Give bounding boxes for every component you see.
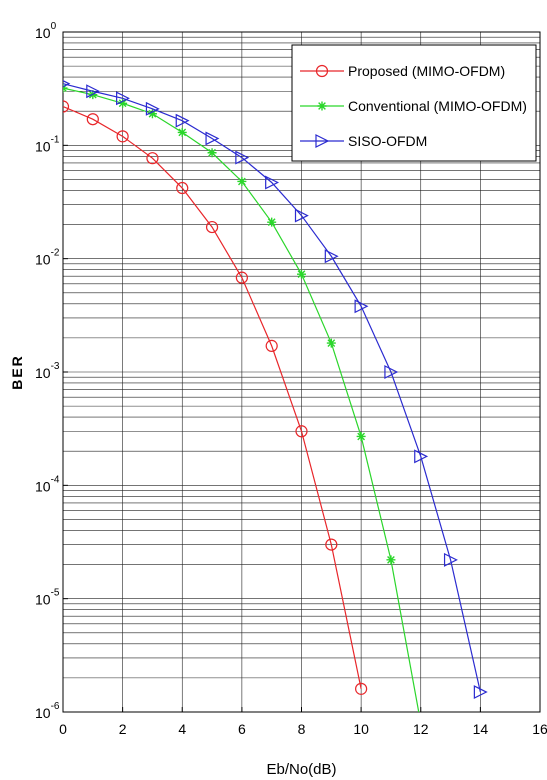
marker-triangle (315, 134, 330, 148)
marker-circle (325, 538, 338, 551)
marker-asterisk (267, 217, 277, 227)
legend-label: Conventional (MIMO-OFDM) (348, 98, 527, 114)
series-group (63, 80, 488, 712)
marker-circle (205, 220, 219, 234)
y-axis-label: BER (9, 354, 25, 390)
x-tick-label: 14 (473, 721, 489, 737)
marker-circle (295, 425, 308, 438)
marker-triangle (145, 101, 160, 116)
series-0 (63, 100, 368, 695)
marker-circle (116, 130, 129, 143)
x-tick-label: 8 (298, 721, 306, 737)
marker-triangle (86, 84, 101, 99)
marker-triangle (443, 552, 458, 567)
marker-triangle (265, 175, 280, 190)
y-tick-label: 10-2 (35, 248, 60, 268)
marker-circle (265, 339, 278, 352)
x-tick-label: 0 (59, 721, 67, 737)
marker-triangle (235, 150, 250, 165)
y-tick-label: 10-1 (35, 134, 60, 154)
marker-circle (355, 682, 368, 695)
marker-asterisk (297, 269, 306, 279)
y-tick-label: 100 (35, 21, 57, 41)
y-tick-label: 10-6 (35, 701, 60, 721)
series-2 (63, 80, 488, 700)
x-tick-label: 10 (353, 721, 369, 737)
marker-asterisk (147, 109, 157, 119)
series-line (63, 83, 481, 693)
marker-asterisk (237, 176, 247, 186)
y-tick-label: 10-5 (35, 588, 60, 608)
marker-triangle (294, 208, 309, 223)
marker-triangle (175, 113, 190, 128)
series-line (63, 105, 362, 689)
legend-box (291, 44, 537, 162)
marker-circle (86, 113, 99, 126)
marker-triangle (205, 131, 220, 146)
marker-asterisk (326, 338, 336, 348)
marker-triangle (324, 249, 339, 264)
marker-triangle (414, 449, 429, 464)
x-tick-label: 6 (238, 721, 246, 737)
marker-circle (146, 152, 159, 165)
marker-asterisk (207, 148, 217, 158)
marker-circle (63, 100, 70, 113)
x-tick-label: 12 (413, 721, 429, 737)
y-tick-label: 10-4 (35, 474, 60, 494)
marker-circle (176, 181, 189, 195)
legend: Proposed (MIMO-OFDM) Conventional (MIMO-O… (291, 44, 537, 162)
marker-triangle (473, 685, 488, 700)
marker-triangle (354, 299, 369, 314)
x-tick-label: 2 (119, 721, 127, 737)
x-axis-label: Eb/No(dB) (266, 761, 336, 778)
marker-asterisk (386, 555, 396, 565)
marker-asterisk (177, 127, 187, 137)
marker-triangle (384, 365, 399, 379)
marker-circle (315, 64, 329, 78)
series-1 (63, 83, 420, 712)
legend-label: SISO-OFDM (348, 133, 427, 149)
x-tick-label: 16 (532, 721, 547, 737)
marker-asterisk (317, 101, 327, 111)
marker-triangle (116, 91, 130, 106)
marker-asterisk (118, 98, 128, 108)
marker-circle (235, 271, 248, 284)
axis-ticks: 0 2 4 6 8 10 12 14 16 100 10-1 10-2 10-3 10-4 10-5 10-6 (35, 21, 547, 737)
y-tick-label: 10-3 (35, 361, 60, 381)
legend-label: Proposed (MIMO-OFDM) (348, 63, 505, 79)
x-tick-label: 4 (178, 721, 186, 737)
marker-asterisk (356, 431, 366, 441)
